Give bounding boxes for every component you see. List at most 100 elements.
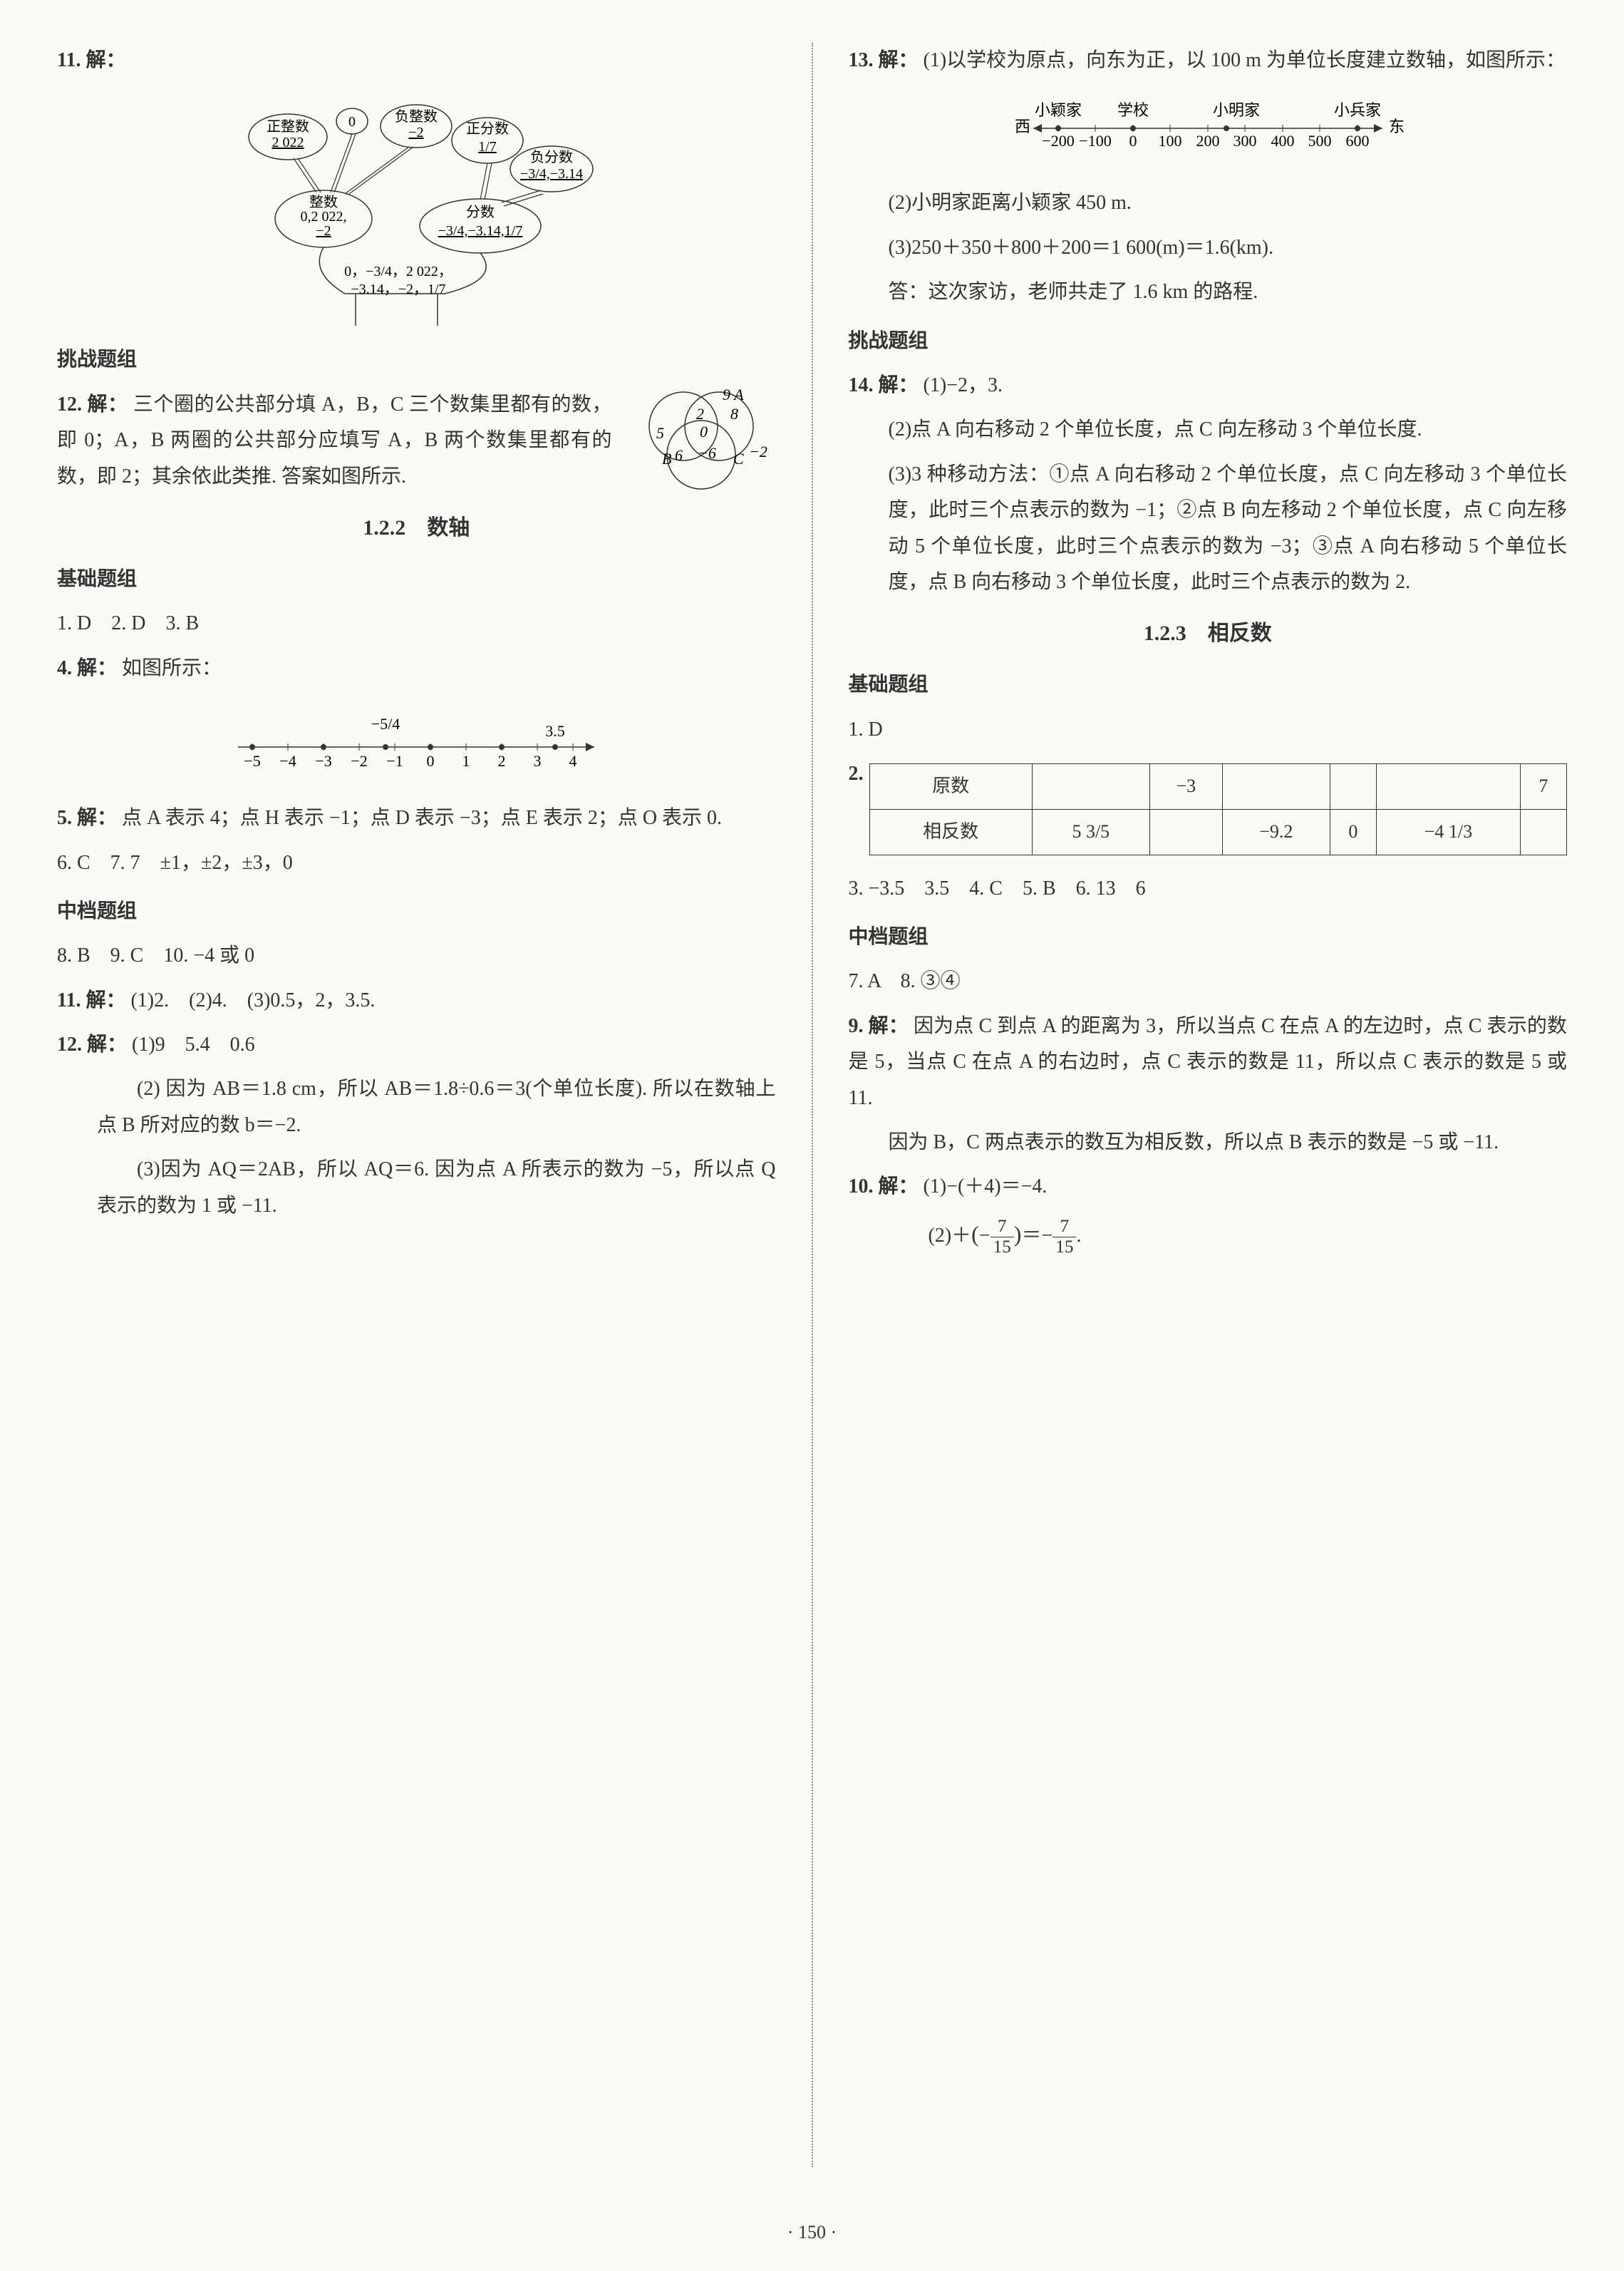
svg-text:1/7: 1/7 xyxy=(478,139,497,155)
svg-text:−2: −2 xyxy=(351,752,368,770)
cell: 0 xyxy=(1330,809,1376,855)
svg-text:东: 东 xyxy=(1389,118,1405,135)
q12b-p1: (1)9 5.4 0.6 xyxy=(132,1034,255,1056)
page: 11. 解： 正整数 2 022 0 负整数 −2 正分数 1/7 xyxy=(0,0,1624,2271)
q10: 10. 解： (1)−(＋4)＝−4. xyxy=(849,1169,1568,1205)
q13-p1: (1)以学校为原点，向东为正，以 100 m 为单位长度建立数轴，如图所示： xyxy=(924,49,1566,71)
svg-text:−5: −5 xyxy=(244,752,261,770)
svg-text:−2: −2 xyxy=(409,125,424,140)
svg-text:−5/4: −5/4 xyxy=(371,715,400,733)
svg-text:−1: −1 xyxy=(387,752,403,770)
svg-text:分数: 分数 xyxy=(466,204,495,220)
q14-p1: (1)−2，3. xyxy=(924,374,1003,396)
q5: 5. 解： 点 A 表示 4；点 H 表示 −1；点 D 表示 −3；点 E 表… xyxy=(57,800,776,836)
svg-text:3: 3 xyxy=(534,752,542,770)
svg-text:正整数: 正整数 xyxy=(267,118,309,135)
cell xyxy=(1032,764,1149,810)
cell: 相反数 xyxy=(869,809,1032,855)
svg-text:负整数: 负整数 xyxy=(395,108,438,125)
q10-p1: (1)−(＋4)＝−4. xyxy=(924,1175,1048,1198)
svg-text:2: 2 xyxy=(696,405,704,423)
svg-text:2: 2 xyxy=(498,752,506,770)
numline4-svg: −5 −4 −3 −2 −1 0 1 2 xyxy=(217,708,616,779)
cell: −4 1/3 xyxy=(1377,809,1521,855)
basic-heading-1: 基础题组 xyxy=(57,562,776,597)
q11b-num: 11. 解： xyxy=(57,989,125,1011)
q12b: 12. 解： (1)9 5.4 0.6 xyxy=(57,1027,776,1063)
svg-text:B: B xyxy=(662,450,671,468)
cell: 7 xyxy=(1520,764,1566,810)
column-divider xyxy=(812,43,813,2167)
line6: 6. C 7. 7 ±1，±2，±3，0 xyxy=(57,845,776,881)
svg-text:西: 西 xyxy=(1015,118,1030,135)
basic-heading-2: 基础题组 xyxy=(849,667,1568,703)
svg-text:−3/4,−3.14: −3/4,−3.14 xyxy=(520,166,583,182)
q12b-p2: (2) 因为 AB＝1.8 cm，所以 AB＝1.8÷0.6＝3(个单位长度).… xyxy=(57,1071,776,1143)
q13-num: 13. 解： xyxy=(849,49,919,71)
venn-diagram: 9 A 5 2 8 0 B 6 −6 C −2 xyxy=(619,387,776,494)
q9-num: 9. 解： xyxy=(849,1015,909,1037)
cell xyxy=(1149,809,1222,855)
mid-line1: 8. B 9. C 10. −4 或 0 xyxy=(57,938,776,974)
svg-text:正分数: 正分数 xyxy=(466,120,509,137)
svg-text:0: 0 xyxy=(427,752,435,770)
cell: 原数 xyxy=(869,764,1032,810)
svg-text:0: 0 xyxy=(348,114,356,130)
svg-text:−6: −6 xyxy=(698,444,716,462)
svg-text:8: 8 xyxy=(730,405,738,423)
q10-num: 10. 解： xyxy=(849,1175,919,1198)
q12-num: 12. 解： xyxy=(57,393,128,416)
svg-text:1: 1 xyxy=(462,752,470,770)
q12b-p3: (3)因为 AQ＝2AB，所以 AQ＝6. 因为点 A 所表示的数为 −5，所以… xyxy=(57,1152,776,1224)
q4-text: 如图所示： xyxy=(122,657,222,679)
q13: 13. 解： (1)以学校为原点，向东为正，以 100 m 为单位长度建立数轴，… xyxy=(849,43,1568,78)
svg-text:3.5: 3.5 xyxy=(546,722,566,740)
svg-text:整数: 整数 xyxy=(309,194,338,210)
cell xyxy=(1222,764,1330,810)
page-number: · 150 · xyxy=(787,2216,837,2250)
q13-number-line: 小颖家 学校 小明家 小兵家 西 东 −200 −100 0 100 200 xyxy=(849,100,1568,164)
svg-text:−2: −2 xyxy=(749,443,767,460)
q9-p1: 因为点 C 到点 A 的距离为 3，所以当点 C 在点 A 的左边时，点 C 表… xyxy=(849,1015,1568,1109)
svg-text:9 A: 9 A xyxy=(723,387,744,403)
q9: 9. 解： 因为点 C 到点 A 的距离为 3，所以当点 C 在点 A 的左边时… xyxy=(849,1009,1568,1116)
section-122: 1.2.2 数轴 xyxy=(57,509,776,547)
q13-p3: (3)250＋350＋800＋200＝1 600(m)＝1.6(km). xyxy=(849,230,1568,266)
challenge-heading-2: 挑战题组 xyxy=(849,324,1568,359)
q9-p2: 因为 B，C 两点表示的数互为相反数，所以点 B 表示的数是 −5 或 −11. xyxy=(849,1125,1568,1160)
two-column-layout: 11. 解： 正整数 2 022 0 负整数 −2 正分数 1/7 xyxy=(57,43,1567,2167)
svg-text:−2: −2 xyxy=(316,223,331,239)
q11b-text: (1)2. (2)4. (3)0.5，2，3.5. xyxy=(130,989,375,1011)
svg-text:6: 6 xyxy=(675,446,683,464)
cell: −3 xyxy=(1149,764,1222,810)
svg-text:学校: 学校 xyxy=(1117,101,1149,119)
mid-heading-1: 中档题组 xyxy=(57,894,776,929)
basic-answers-1: 1. D 2. D 3. B xyxy=(57,606,776,642)
q12-text: 三个圈的公共部分填 A，B，C 三个数集里都有的数，即 0；A，B 两圈的公共部… xyxy=(57,393,612,488)
q2-num: 2. xyxy=(849,756,864,792)
r-l1: 1. D xyxy=(849,712,1568,748)
opposite-table: 原数 −3 7 相反数 5 3/5 −9.2 0 −4 1 xyxy=(869,763,1568,855)
svg-text:500: 500 xyxy=(1308,132,1331,150)
svg-text:小颖家: 小颖家 xyxy=(1035,101,1082,119)
svg-text:小兵家: 小兵家 xyxy=(1334,101,1381,119)
svg-text:300: 300 xyxy=(1233,132,1256,150)
svg-text:−3: −3 xyxy=(316,752,332,770)
svg-text:2 022: 2 022 xyxy=(272,135,304,150)
q14-p3: (3)3 种移动方法：①点 A 向右移动 2 个单位长度，点 C 向左移动 3 … xyxy=(849,457,1568,601)
table-row: 原数 −3 7 xyxy=(869,764,1567,810)
q11b: 11. 解： (1)2. (2)4. (3)0.5，2，3.5. xyxy=(57,983,776,1019)
svg-text:小明家: 小明家 xyxy=(1213,101,1260,119)
svg-text:C: C xyxy=(733,450,744,468)
svg-text:−3/4,−3.14,1/7: −3/4,−3.14,1/7 xyxy=(438,223,523,239)
svg-text:0: 0 xyxy=(1129,132,1137,150)
mid-heading-2: 中档题组 xyxy=(849,920,1568,955)
svg-text:负分数: 负分数 xyxy=(530,149,573,165)
cell xyxy=(1330,764,1376,810)
left-column: 11. 解： 正整数 2 022 0 负整数 −2 正分数 1/7 xyxy=(57,43,776,2167)
svg-text:−3.14，−2，1/7: −3.14，−2，1/7 xyxy=(351,282,446,297)
q10-p2: (2)＋(−715)＝−715. xyxy=(849,1214,1568,1257)
cell: −9.2 xyxy=(1222,809,1330,855)
q12: 12. 解： 9 A 5 2 8 0 B 6 xyxy=(57,387,776,495)
cell xyxy=(1520,809,1566,855)
